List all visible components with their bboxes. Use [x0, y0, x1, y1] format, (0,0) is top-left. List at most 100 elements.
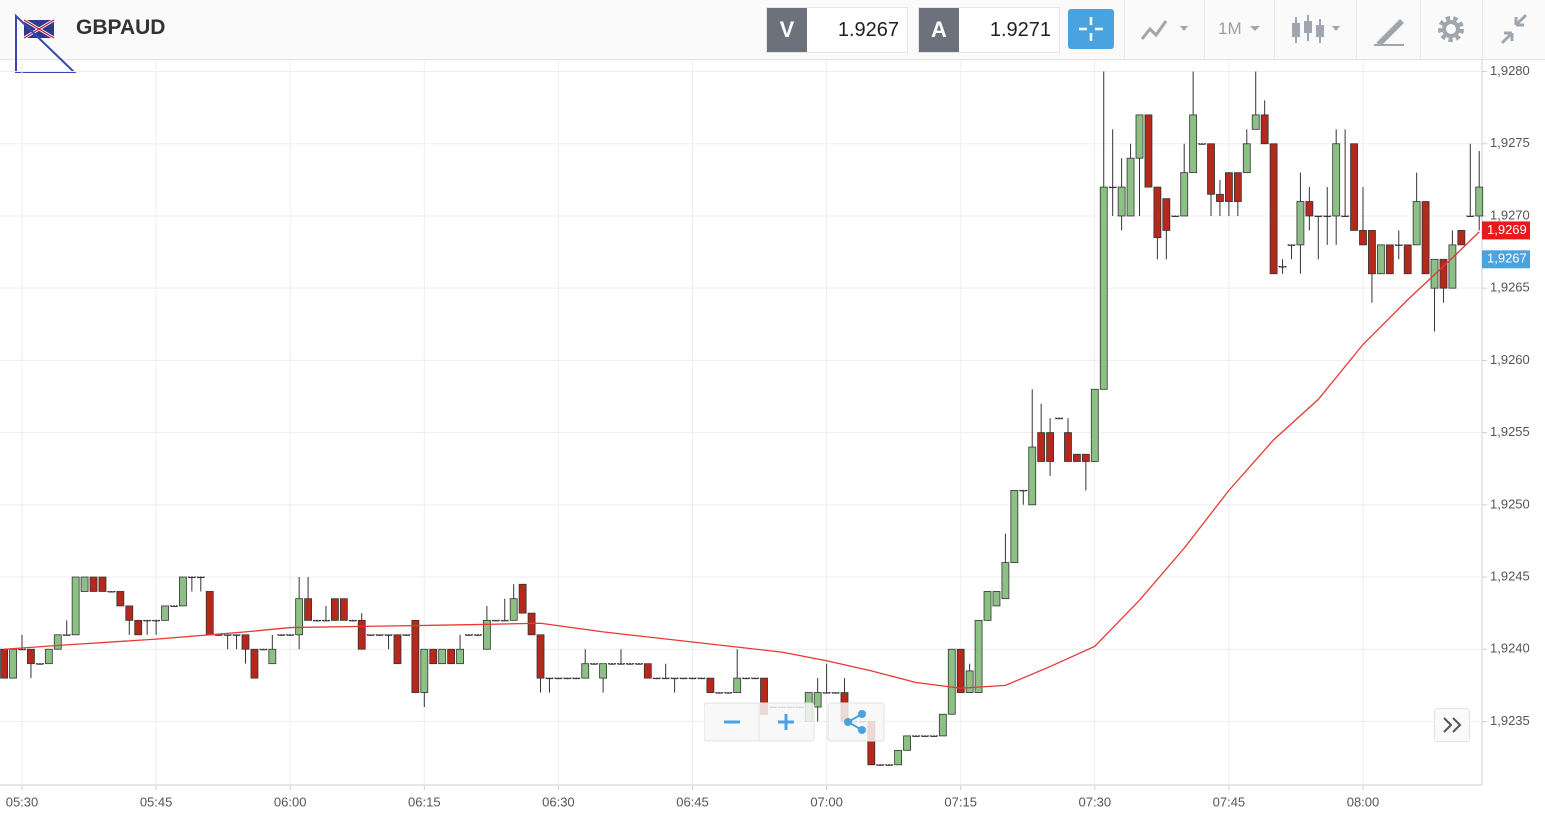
separator [1420, 0, 1421, 59]
candle-body [1403, 244, 1412, 275]
candle-body [1099, 186, 1108, 390]
y-tick-label: 1,9255 [1490, 424, 1530, 439]
candle-body [80, 576, 89, 592]
candle-body [98, 576, 107, 592]
x-tick-label: 06:00 [274, 794, 307, 809]
candle-body [1109, 187, 1117, 189]
candle-body [420, 648, 429, 693]
ask-letter: A [919, 8, 959, 52]
candle-body [1332, 143, 1341, 217]
candle-body [438, 648, 447, 665]
candle-body [71, 576, 80, 636]
candle-body [9, 648, 17, 679]
candle-body [179, 576, 187, 607]
grid [0, 60, 1482, 785]
ask-price: 1.9271 [989, 19, 1051, 41]
price-tag [1482, 250, 1530, 269]
candle-body [268, 648, 277, 665]
candle-body [1421, 201, 1430, 275]
candle-body [1046, 432, 1054, 462]
chart: 1,9235 1,9240 1,9245 1,9250 1,9255 1,9260 1,92… [0, 60, 1530, 809]
flag-icon [15, 14, 77, 73]
candle-body [1037, 432, 1046, 462]
candles [0, 71, 1484, 766]
candle-body [134, 619, 143, 636]
separator [1274, 0, 1275, 59]
candle-body [1153, 186, 1162, 239]
candle-body [330, 598, 339, 621]
chart-type-button[interactable] [1288, 7, 1348, 51]
symbol: GBPAUD [76, 16, 166, 39]
separator [1482, 0, 1483, 59]
candle-body [1028, 446, 1037, 506]
x-tick-label: 08:00 [1347, 794, 1380, 809]
settings-button[interactable] [1434, 7, 1468, 51]
indicator-button[interactable] [1136, 7, 1196, 51]
candle-body [482, 619, 491, 650]
candle-body [1251, 114, 1260, 130]
x-tick-label: 05:45 [140, 794, 173, 809]
moving-average-line [4, 231, 1480, 689]
candle-body [1376, 244, 1385, 275]
x-tick-label: 06:30 [542, 794, 575, 809]
candle-body [339, 598, 348, 621]
candle-body [599, 663, 607, 679]
candle-body [1475, 186, 1484, 217]
timeframe-button[interactable]: 1M [1218, 19, 1242, 38]
candle-body [1269, 143, 1278, 275]
candle-body [1126, 157, 1135, 217]
ask-button[interactable]: A 1.9271 [918, 7, 1060, 53]
candle-body [250, 648, 259, 679]
candle-body [89, 576, 98, 592]
candle-body [1359, 230, 1367, 246]
y-tick-label: 1,9245 [1490, 568, 1530, 583]
candle-body [536, 634, 545, 679]
x-tick-label: 07:45 [1213, 794, 1246, 809]
candle-body [1189, 114, 1198, 174]
draw-button[interactable] [1370, 7, 1410, 51]
candle-body [429, 648, 438, 665]
candle-body [1207, 143, 1215, 195]
price-tag-label: 1,9267 [1487, 251, 1527, 266]
x-tick-label: 06:45 [676, 794, 709, 809]
separator [1204, 0, 1205, 59]
candle-body [393, 634, 402, 665]
candle-body [983, 591, 992, 621]
candle-body [509, 598, 518, 621]
collapse-button[interactable] [1496, 7, 1532, 51]
candle-body [1305, 201, 1314, 217]
candle-body [643, 663, 652, 679]
candle-body [53, 634, 62, 650]
zoom-in-button[interactable] [778, 714, 794, 730]
price-tag-label: 1,9269 [1487, 222, 1527, 237]
candle-body [733, 677, 742, 693]
candle-body [456, 648, 464, 665]
candle-body [241, 634, 250, 650]
y-tick-label: 1,9260 [1490, 352, 1530, 367]
x-tick-label: 07:15 [944, 794, 977, 809]
bid-price: 1.9267 [837, 19, 899, 41]
share-button[interactable] [844, 710, 866, 734]
candle-body [1260, 114, 1269, 145]
candle-body [205, 591, 214, 636]
candle-body [1412, 201, 1421, 246]
y-tick-label: 1,9265 [1490, 280, 1530, 295]
candle-body [1448, 244, 1457, 289]
candle-body [903, 735, 911, 751]
y-tick-label: 1,9275 [1490, 135, 1530, 150]
candle-body [1350, 143, 1358, 231]
candle-body [125, 605, 134, 621]
candle-body [447, 648, 456, 665]
candle-body [581, 663, 590, 679]
candle-body [947, 648, 956, 715]
bid-button[interactable]: V 1.9267 [766, 7, 908, 53]
candle-body [1135, 114, 1144, 159]
x-tick-label: 06:15 [408, 794, 441, 809]
candle-body [938, 713, 947, 737]
candle-body [1144, 114, 1153, 188]
scroll-right-button[interactable] [1434, 708, 1470, 742]
crosshair-button[interactable] [1068, 7, 1114, 51]
candle-body [357, 619, 366, 650]
y-tick-label: 1,9250 [1490, 496, 1530, 511]
bid-letter: V [767, 8, 807, 52]
